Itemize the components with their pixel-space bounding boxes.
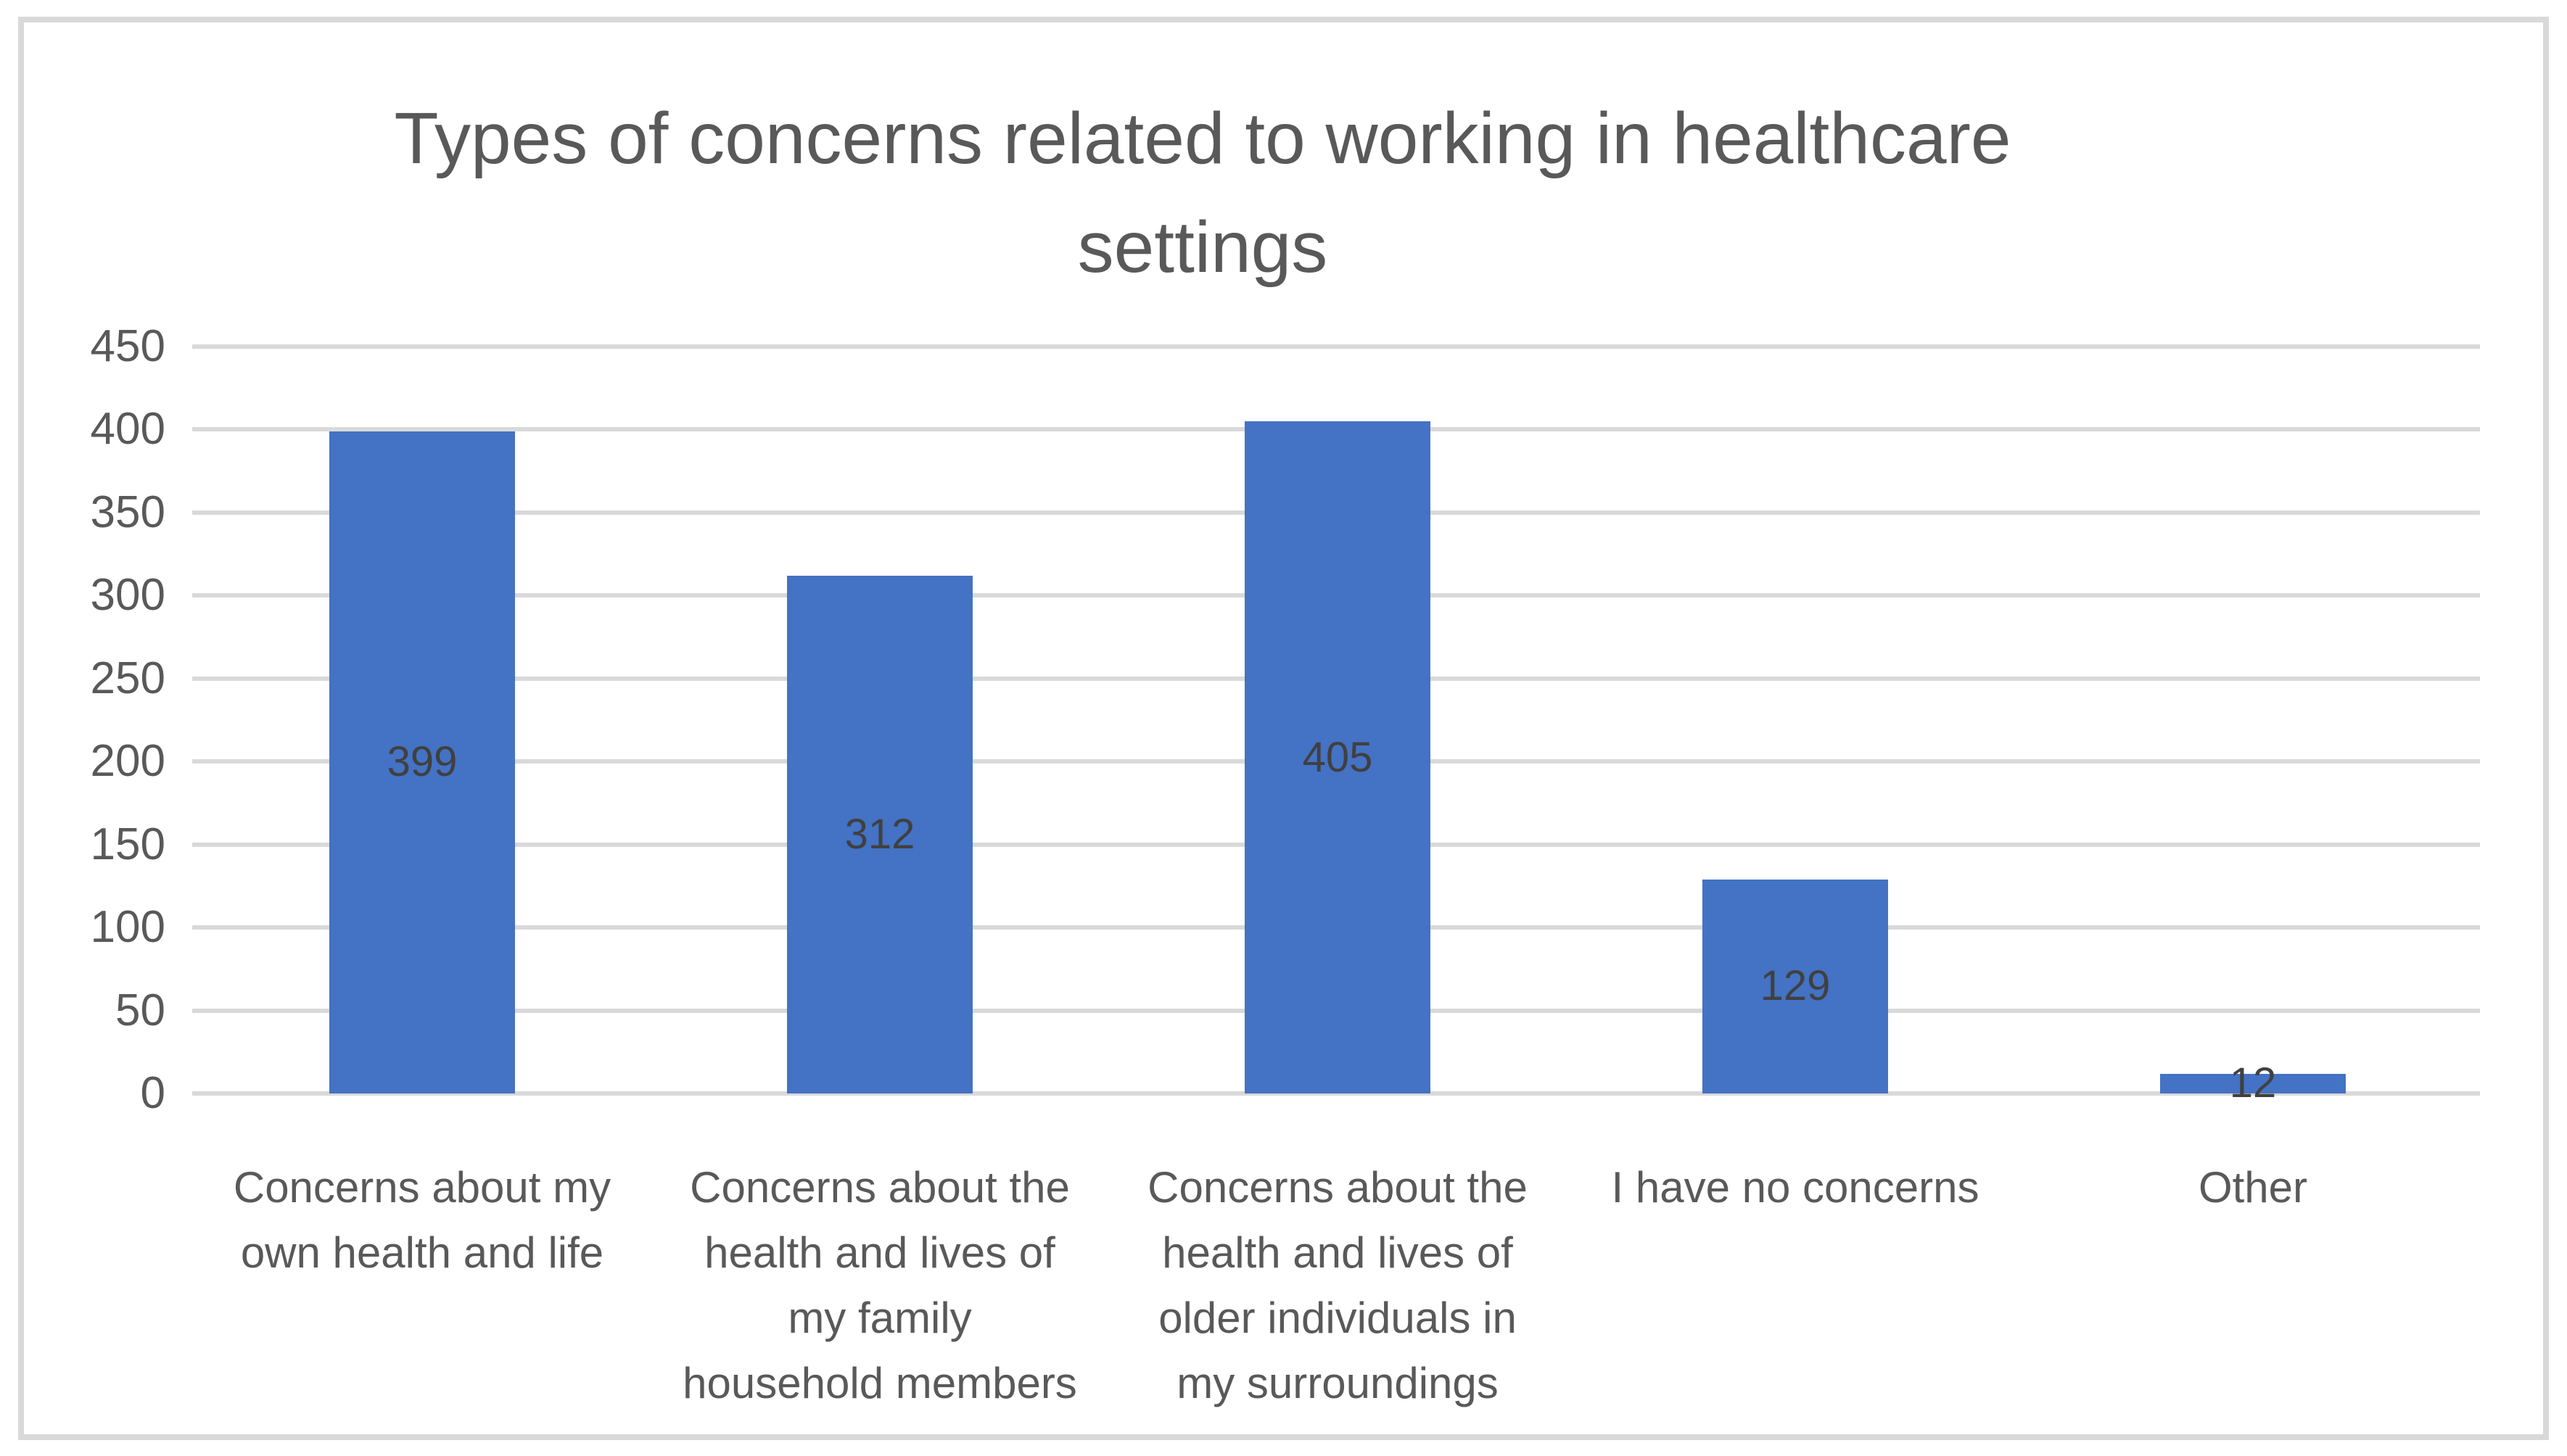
y-axis-tick-label: 200: [90, 736, 165, 787]
bar: [2160, 1073, 2346, 1093]
y-axis-tick-label: 0: [140, 1068, 165, 1118]
y-axis-tick-label: 450: [90, 321, 165, 371]
y-axis-tick-label: 400: [90, 404, 165, 455]
y-axis-tick-label: 150: [90, 819, 165, 869]
bar: [1702, 879, 1888, 1093]
bar-value-label: 399: [387, 738, 458, 786]
x-axis-category-label: Other: [2198, 1163, 2308, 1212]
y-axis-tick-label: 100: [90, 902, 165, 953]
bar-value-label: 405: [1302, 733, 1373, 781]
chart-title: Types of concerns related to working in …: [394, 98, 2011, 288]
y-axis-tick-label: 300: [90, 570, 165, 621]
bar-value-label: 129: [1760, 962, 1831, 1010]
y-axis-tick-label: 50: [115, 985, 165, 1035]
bar: [1245, 421, 1430, 1093]
y-axis-tick-label: 350: [90, 487, 165, 537]
x-axis-category-label: Concerns about the health and lives of m…: [683, 1163, 1077, 1407]
bar: [329, 431, 515, 1093]
x-axis-category-label: Concerns about the health and lives of o…: [1147, 1163, 1528, 1407]
x-axis-category-label: I have no concerns: [1611, 1163, 1979, 1212]
chart-frame: Types of concerns related to working in …: [18, 17, 2549, 1440]
x-axis-category-label: Concerns about my own health and life: [233, 1163, 611, 1277]
gridline: [192, 344, 2480, 349]
bar-value-label: 12: [2229, 1059, 2277, 1107]
bar-value-label: 312: [844, 810, 915, 858]
gridline: [192, 1091, 2480, 1096]
bar: [787, 575, 973, 1093]
y-axis-tick-label: 250: [90, 653, 165, 703]
